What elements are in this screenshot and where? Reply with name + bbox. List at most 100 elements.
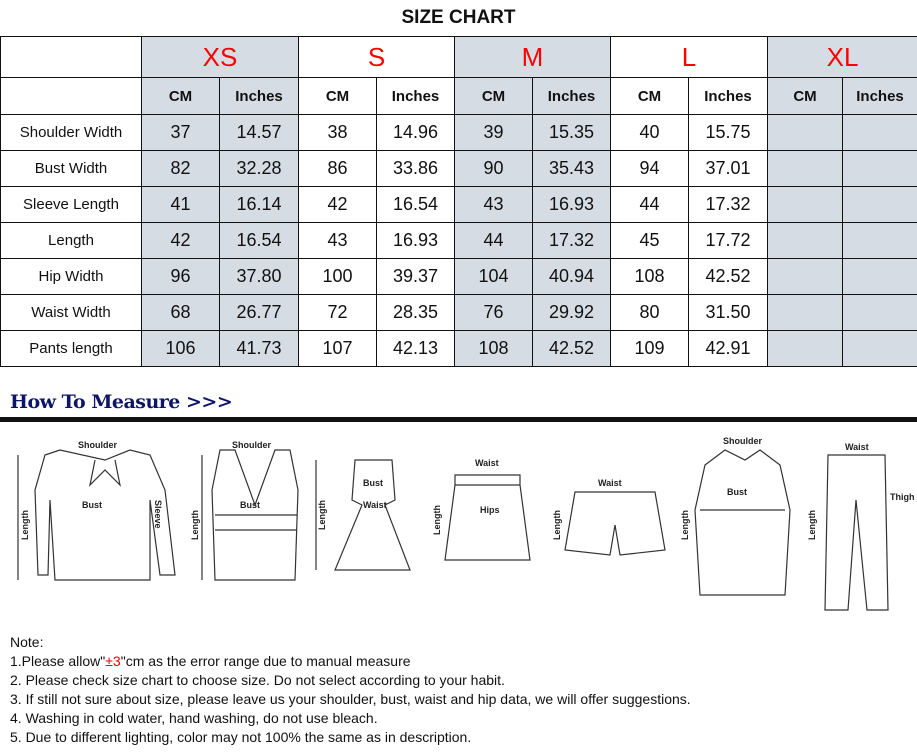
label-waist: Waist <box>845 442 869 452</box>
unit-header: CM <box>767 77 844 115</box>
note-2: 2. Please check size chart to choose siz… <box>10 672 505 688</box>
measurement-value: 16.54 <box>219 222 299 259</box>
measurement-label: Shoulder Width <box>0 114 142 151</box>
unit-header: CM <box>454 77 533 115</box>
size-chart-table: XS S M L XL CM Inches CM Inches CM Inches CM Inches C… <box>0 36 917 367</box>
measurement-value: 41.73 <box>219 330 299 367</box>
measurement-value: 100 <box>298 258 377 295</box>
measurement-value: 16.54 <box>376 186 455 223</box>
blouse-diagram: Shoulder Bust Length Sleeve <box>17 440 176 581</box>
label-shoulder: Shoulder <box>232 440 271 450</box>
size-header: S <box>298 36 455 78</box>
coat-diagram: Shoulder Bust Length <box>680 436 791 596</box>
table-row: Bust Width 82 32.28 86 33.86 90 35.43 94 37.01 <box>0 150 917 187</box>
label-sleeve: Sleeve <box>153 500 163 529</box>
measurement-value: 28.35 <box>376 294 455 331</box>
measurement-value: 14.96 <box>376 114 455 151</box>
note-text: 1.Please allow" <box>10 653 106 669</box>
measurement-value: 31.50 <box>688 294 769 331</box>
page-title: SIZE CHART <box>401 7 516 28</box>
corner-cell <box>0 36 142 78</box>
pants-diagram: Waist Thigh Length <box>807 442 915 611</box>
measurement-value <box>842 222 917 259</box>
skirt-diagram: Waist Hips Length <box>432 458 531 561</box>
table-row: Length 42 16.54 43 16.93 44 17.32 45 17.72 <box>0 222 917 259</box>
note-5: 5. Due to different lighting, color may … <box>10 729 472 745</box>
size-header: XL <box>767 36 917 78</box>
measurement-value: 108 <box>454 330 533 367</box>
label-bust: Bust <box>82 500 102 510</box>
unit-header: Inches <box>688 77 769 115</box>
measurement-value <box>842 186 917 223</box>
notes-heading: Note: <box>10 634 44 650</box>
measurement-value: 16.93 <box>376 222 455 259</box>
label-waist: Waist <box>363 500 387 510</box>
note-4: 4. Washing in cold water, hand washing, … <box>10 710 378 726</box>
measurement-value: 39 <box>454 114 533 151</box>
measurement-value: 35.43 <box>531 150 612 187</box>
measurement-value: 44 <box>610 186 690 223</box>
label-hips: Hips <box>480 505 500 515</box>
measurement-value: 42 <box>298 186 377 223</box>
measurement-value: 43 <box>454 186 533 223</box>
measurement-value: 80 <box>610 294 690 331</box>
measurement-value: 33.86 <box>376 150 455 187</box>
unit-header: CM <box>298 77 377 115</box>
table-row: Sleeve Length 41 16.14 42 16.54 43 16.93 44 17.3… <box>0 186 917 223</box>
measurement-value: 42.52 <box>688 258 769 295</box>
measurement-value: 38 <box>298 114 377 151</box>
measurement-value <box>767 294 844 331</box>
measurement-value <box>767 114 844 151</box>
measurement-value: 16.14 <box>219 186 299 223</box>
measurement-diagrams: Shoulder Bust Length Sleeve Shoulder Bus… <box>17 436 915 611</box>
measurement-value: 37.80 <box>219 258 299 295</box>
measurement-value: 32.28 <box>219 150 299 187</box>
measurement-value: 107 <box>298 330 377 367</box>
notes: Note: 1.Please allow"±3"cm as the error … <box>10 633 691 747</box>
measurement-value <box>767 150 844 187</box>
label-length: Length <box>432 505 442 535</box>
measurement-label: Sleeve Length <box>0 186 142 223</box>
label-length: Length <box>20 510 30 540</box>
measurement-value: 17.32 <box>531 222 612 259</box>
measurement-label: Length <box>0 222 142 259</box>
label-bust: Bust <box>727 487 747 497</box>
dress-diagram: Bust Waist Length <box>315 459 411 571</box>
unit-header: Inches <box>376 77 455 115</box>
measurement-label: Bust Width <box>0 150 142 187</box>
measurement-value <box>842 114 917 151</box>
measurement-label: Waist Width <box>0 294 142 331</box>
note-text: "cm as the error range due to manual mea… <box>120 653 411 669</box>
measurement-value <box>842 150 917 187</box>
label-bust: Bust <box>240 500 260 510</box>
unit-header: CM <box>610 77 690 115</box>
label-waist: Waist <box>475 458 499 468</box>
unit-header: Inches <box>842 77 917 115</box>
measurement-value: 76 <box>454 294 533 331</box>
label-waist: Waist <box>598 478 622 488</box>
how-to-measure-heading: How To Measure >>> <box>10 391 233 413</box>
measurement-value: 14.57 <box>219 114 299 151</box>
measurement-value: 72 <box>298 294 377 331</box>
measurement-value: 37 <box>141 114 220 151</box>
measurement-value: 26.77 <box>219 294 299 331</box>
measurement-value: 29.92 <box>531 294 612 331</box>
measurement-value: 94 <box>610 150 690 187</box>
measurement-value: 42.91 <box>688 330 769 367</box>
label-shoulder: Shoulder <box>78 440 117 450</box>
measurement-value <box>842 330 917 367</box>
measurement-value <box>767 258 844 295</box>
table-row: Hip Width 96 37.80 100 39.37 104 40.94 108 42.52 <box>0 258 917 295</box>
measurement-value: 109 <box>610 330 690 367</box>
measurement-value: 15.75 <box>688 114 769 151</box>
size-header: L <box>610 36 769 78</box>
measurement-value: 86 <box>298 150 377 187</box>
measurement-value: 106 <box>141 330 220 367</box>
label-length: Length <box>680 510 690 540</box>
measurement-value: 42.52 <box>531 330 612 367</box>
error-range: ±3 <box>105 653 121 669</box>
measurement-value: 15.35 <box>531 114 612 151</box>
measurement-value: 40 <box>610 114 690 151</box>
measurement-label: Pants length <box>0 330 142 367</box>
size-header: XS <box>141 36 299 78</box>
